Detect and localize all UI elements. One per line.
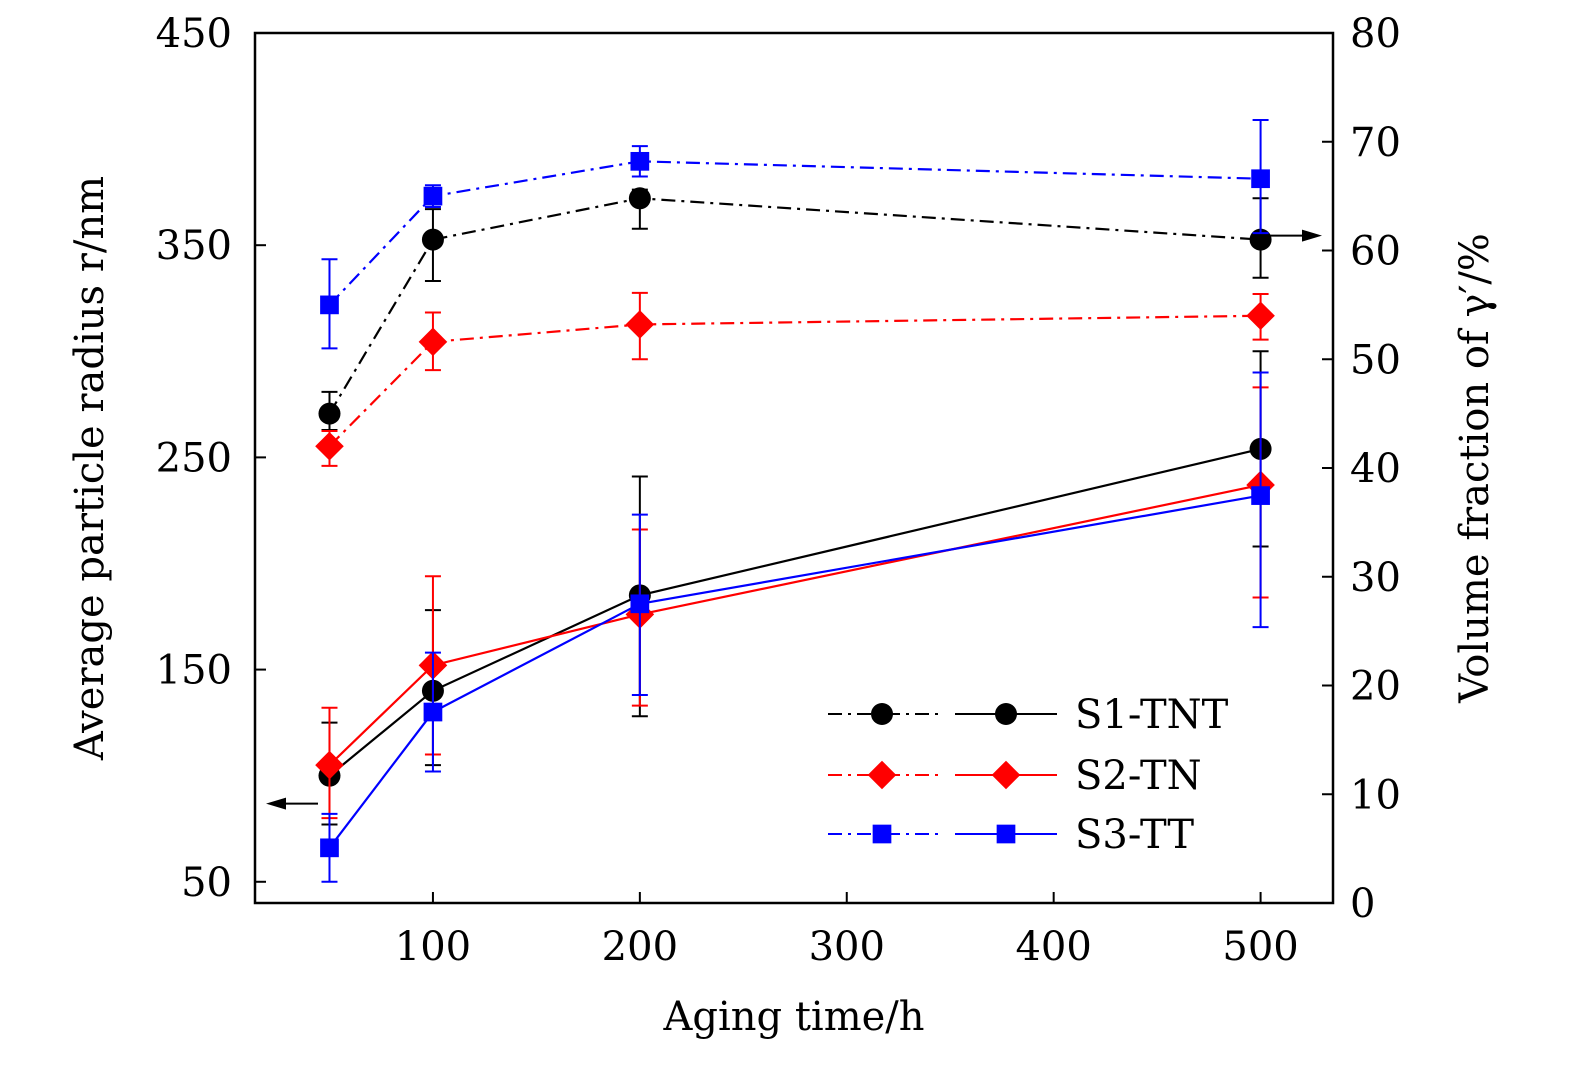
- circle-marker: [871, 703, 893, 725]
- y-axis-left-title: Average particle radius r/nm: [67, 176, 113, 761]
- y-left-tick-label: 50: [181, 860, 232, 906]
- x-axis-title: Aging time/h: [662, 994, 924, 1040]
- diamond-marker: [315, 431, 344, 461]
- y-axis-right-title: Volume fraction of γ′/%: [1452, 233, 1498, 704]
- x-tick-label: 500: [1222, 924, 1298, 970]
- square-marker: [996, 824, 1016, 844]
- x-tick-label: 200: [602, 924, 678, 970]
- diamond-marker: [991, 760, 1021, 790]
- x-tick-label: 100: [395, 924, 471, 970]
- y-right-tick-label: 30: [1350, 555, 1401, 601]
- series-line: [328, 494, 1261, 849]
- series-layer: [315, 119, 1275, 883]
- circle-marker: [1249, 228, 1272, 251]
- series-line: [328, 160, 1261, 306]
- right-axis-arrow-head: [1302, 229, 1322, 242]
- y-right-tick-label: 0: [1350, 881, 1375, 927]
- legend-label: S3-TT: [1075, 812, 1194, 858]
- circle-marker: [995, 703, 1017, 725]
- y-right-tick-label: 40: [1350, 446, 1401, 492]
- y-left-tick-label: 350: [156, 223, 232, 269]
- diamond-marker: [1246, 301, 1275, 331]
- legend-label: S1-TNT: [1075, 692, 1229, 738]
- diamond-marker: [867, 760, 897, 790]
- y-right-tick-label: 60: [1350, 229, 1401, 275]
- square-marker: [872, 824, 892, 844]
- square-marker: [320, 295, 339, 315]
- legend-item-S2-TN: S2-TN: [828, 753, 1202, 799]
- legend: S1-TNT S2-TN S3-TT: [828, 692, 1229, 858]
- diamond-marker: [315, 750, 344, 780]
- y-right-tick-label: 80: [1350, 11, 1401, 57]
- square-marker: [1251, 169, 1270, 189]
- circle-marker: [421, 228, 444, 251]
- diamond-marker: [625, 310, 655, 339]
- square-marker: [423, 702, 443, 722]
- axis-ticks: 100 200 300 400 500 50 150 250 350 450 0 10 20 30 40 50…: [156, 11, 1401, 970]
- series-S3-TT-radius: [320, 371, 1270, 883]
- y-left-tick-label: 450: [156, 11, 232, 57]
- diamond-marker: [418, 327, 448, 357]
- series-line: [328, 447, 1261, 777]
- y-left-tick-label: 150: [156, 648, 232, 694]
- left-axis-arrow-head: [266, 797, 286, 810]
- y-left-tick-label: 250: [156, 435, 232, 481]
- y-right-tick-label: 20: [1350, 664, 1401, 710]
- series-S1-TNT-volume-fraction: [318, 187, 1272, 431]
- y-right-tick-label: 50: [1350, 337, 1401, 383]
- y-right-tick-label: 10: [1350, 772, 1401, 818]
- square-marker: [1251, 486, 1270, 505]
- legend-item-S3-TT: S3-TT: [828, 812, 1194, 858]
- x-tick-label: 300: [809, 924, 885, 970]
- circle-marker: [318, 402, 341, 425]
- legend-item-S1-TNT: S1-TNT: [828, 692, 1229, 738]
- x-tick-label: 400: [1015, 924, 1091, 970]
- series-S3-TT-volume-fraction: [320, 119, 1270, 350]
- legend-label: S2-TN: [1075, 753, 1202, 799]
- series-line: [328, 314, 1261, 448]
- square-marker: [630, 151, 650, 171]
- series-line: [328, 197, 1261, 415]
- square-marker: [423, 186, 443, 206]
- square-marker: [630, 594, 650, 614]
- axis-arrows: [266, 229, 1322, 810]
- series-S2-TN-volume-fraction: [315, 291, 1275, 467]
- circle-marker: [628, 187, 651, 210]
- y-right-tick-label: 70: [1350, 120, 1401, 166]
- square-marker: [320, 838, 339, 858]
